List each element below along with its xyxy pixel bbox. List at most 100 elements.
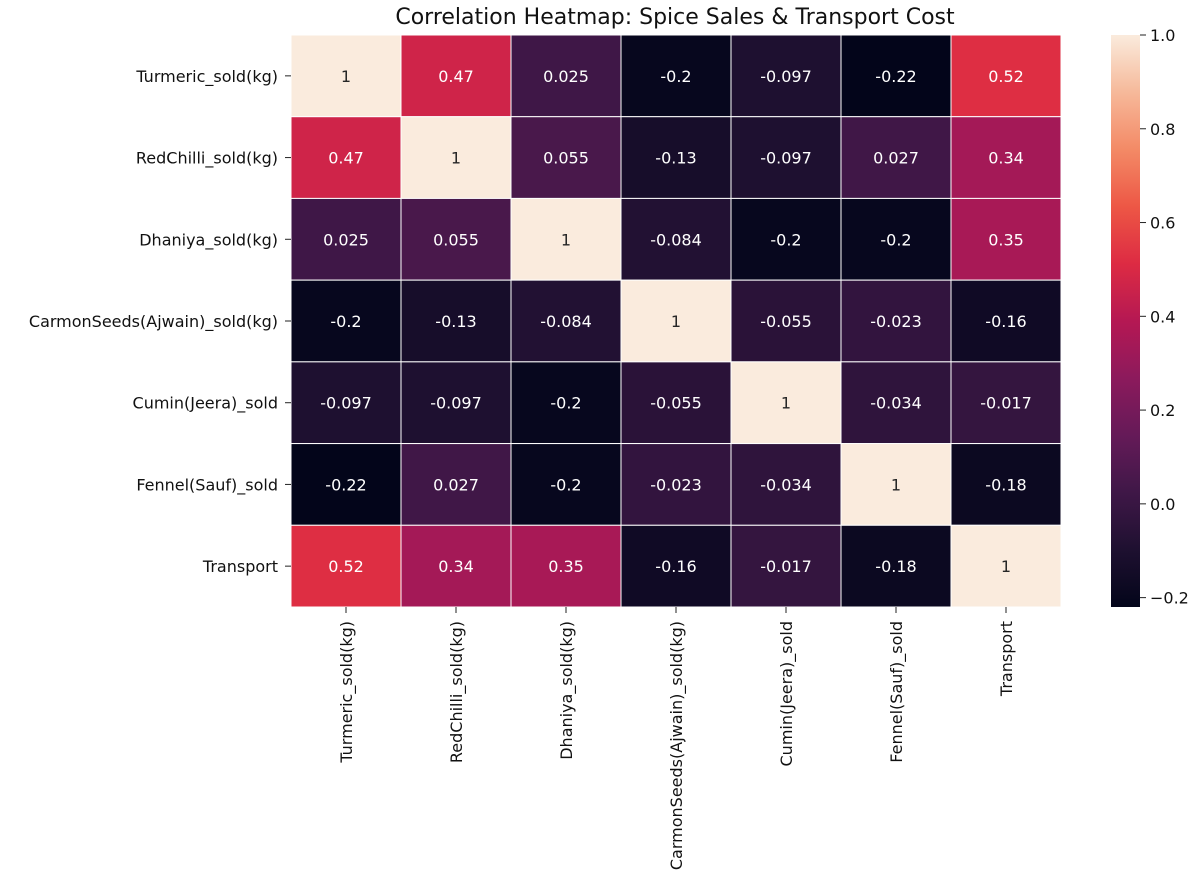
heatmap-cell: [510, 361, 622, 445]
cell-annotation: 1: [451, 149, 461, 168]
cell-annotation: -0.2: [330, 312, 361, 331]
colorbar: −0.2 0.0 0.2 0.4 0.6 0.8 1.0: [1111, 26, 1189, 608]
heatmap-cell: [290, 34, 402, 118]
cell-annotation: -0.017: [760, 557, 812, 576]
cell-annotation: 0.34: [438, 557, 474, 576]
heatmap-cell: [290, 524, 402, 608]
row-label: RedChilli_sold(kg): [136, 149, 278, 169]
cell-annotation: 0.52: [988, 67, 1024, 86]
cell-annotation: 0.35: [988, 230, 1024, 249]
cell-annotation: 1: [891, 475, 901, 494]
cell-annotation: -0.2: [770, 230, 801, 249]
row-label: Transport: [202, 557, 278, 576]
heatmap-cell: [950, 116, 1062, 199]
cell-annotation: 0.47: [438, 67, 474, 86]
colorbar-tick-label: 0.2: [1150, 401, 1175, 420]
row-label: Fennel(Sauf)_sold: [136, 475, 278, 495]
cell-annotation: 1: [1001, 557, 1011, 576]
row-label: Cumin(Jeera)_sold: [133, 394, 278, 414]
heatmap-cell: [840, 197, 952, 281]
cell-annotation: 1: [561, 230, 571, 249]
cell-annotation: -0.16: [985, 312, 1026, 331]
cell-annotation: -0.097: [760, 67, 812, 86]
cell-annotation: -0.22: [875, 67, 916, 86]
heatmap-cell: [400, 197, 512, 281]
cell-annotation: 0.027: [873, 149, 919, 168]
cell-annotation: -0.084: [540, 312, 592, 331]
column-axis: Turmeric_sold(kg) RedChilli_sold(kg) Dhani…: [337, 607, 1016, 870]
cell-annotation: -0.097: [430, 394, 482, 413]
heatmap-cell: [400, 279, 512, 363]
cell-annotation: 0.025: [543, 67, 589, 86]
heatmap-cell: [620, 524, 732, 608]
heatmap-cell: [510, 197, 622, 281]
heatmap-cell: [730, 197, 842, 281]
cell-annotation: 1: [671, 312, 681, 331]
heatmap-cell: [950, 361, 1062, 445]
cell-annotation: 0.47: [328, 149, 364, 168]
heatmap-cell: [840, 279, 952, 363]
heatmap-cell: [510, 116, 622, 199]
cell-annotation: 0.025: [323, 230, 369, 249]
colorbar-tick-label: 0.6: [1150, 214, 1175, 233]
cell-annotation: -0.2: [660, 67, 691, 86]
cell-annotation: 0.52: [328, 557, 364, 576]
heatmap-cell: [730, 524, 842, 608]
cell-annotation: -0.13: [435, 312, 476, 331]
heatmap-cells: [290, 34, 1062, 608]
heatmap-cell: [950, 197, 1062, 281]
colorbar-tick-label: 0.4: [1150, 307, 1175, 326]
column-label: CarmonSeeds(Ajwain)_sold(kg): [667, 621, 687, 870]
heatmap-cell: [510, 443, 622, 526]
heatmap-cell: [840, 116, 952, 199]
cell-annotation: -0.034: [760, 475, 812, 494]
cell-annotation: -0.18: [985, 475, 1026, 494]
heatmap-cell: [510, 524, 622, 608]
row-label: CarmonSeeds(Ajwain)_sold(kg): [29, 312, 278, 332]
heatmap-cell: [730, 443, 842, 526]
heatmap-cell: [290, 443, 402, 526]
heatmap-cell: [290, 279, 402, 363]
cell-annotation: -0.017: [980, 394, 1032, 413]
column-label: Transport: [997, 621, 1016, 697]
column-label: Dhaniya_sold(kg): [557, 621, 577, 760]
heatmap-cell: [620, 279, 732, 363]
heatmap-cell: [620, 197, 732, 281]
heatmap-cell: [620, 34, 732, 118]
cell-annotation: -0.097: [320, 394, 372, 413]
cell-annotation: -0.22: [325, 475, 366, 494]
heatmap-cell: [620, 443, 732, 526]
colorbar-tick-label: 0.0: [1150, 495, 1175, 514]
cell-annotation: -0.023: [870, 312, 922, 331]
cell-annotation: -0.2: [550, 475, 581, 494]
cell-annotation: -0.055: [650, 394, 702, 413]
column-label: Fennel(Sauf)_sold: [887, 621, 907, 763]
cell-annotation: -0.16: [655, 557, 696, 576]
column-label: RedChilli_sold(kg): [447, 621, 467, 763]
cell-annotation: -0.023: [650, 475, 702, 494]
cell-annotation: 1: [781, 394, 791, 413]
heatmap-cell: [400, 443, 512, 526]
heatmap-cell: [840, 524, 952, 608]
heatmap-cell: [290, 197, 402, 281]
cell-annotation: -0.084: [650, 230, 702, 249]
cell-annotation: -0.13: [655, 149, 696, 168]
cell-annotation: -0.2: [880, 230, 911, 249]
colorbar-tick-label: 0.8: [1150, 120, 1175, 139]
heatmap-cell: [950, 443, 1062, 526]
heatmap-cell: [950, 279, 1062, 363]
cell-annotation: 1: [341, 67, 351, 86]
cell-annotation: 0.34: [988, 149, 1024, 168]
column-label: Turmeric_sold(kg): [337, 621, 357, 764]
cell-annotation: 0.35: [548, 557, 584, 576]
colorbar-gradient: [1111, 35, 1140, 607]
row-label: Dhaniya_sold(kg): [139, 230, 278, 250]
column-label: Cumin(Jeera)_sold: [777, 621, 797, 766]
cell-annotation: -0.097: [760, 149, 812, 168]
heatmap-cell: [730, 34, 842, 118]
cell-annotation: -0.055: [760, 312, 812, 331]
heatmap-cell: [510, 34, 622, 118]
heatmap-cell: [950, 524, 1062, 608]
chart-title: Correlation Heatmap: Spice Sales & Trans…: [395, 5, 955, 30]
